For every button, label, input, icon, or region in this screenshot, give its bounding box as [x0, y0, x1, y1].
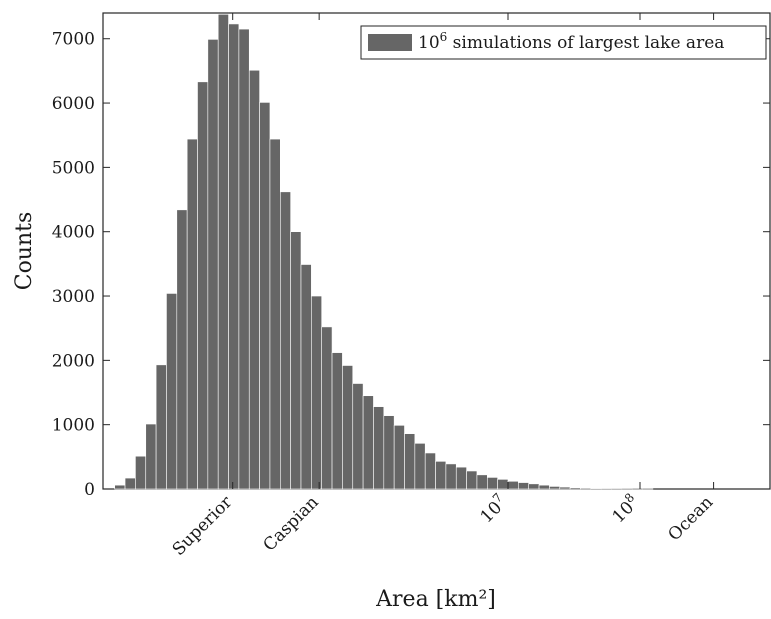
y-tick-label: 5000 [52, 158, 95, 178]
histogram-bar [135, 456, 145, 489]
histogram-bar [198, 82, 208, 489]
x-tick-label: Ocean [664, 492, 717, 545]
legend-label: 106 simulations of largest lake area [418, 30, 724, 53]
x-tick-label: 108 [607, 490, 644, 527]
legend-base: 10 [418, 33, 440, 53]
histogram-bar [311, 296, 321, 489]
histogram-bar [301, 265, 311, 489]
histogram-bar [477, 475, 487, 489]
x-tick-label: 107 [475, 490, 512, 527]
histogram-bar [166, 293, 176, 489]
histogram-bar [125, 478, 135, 489]
histogram-bar [218, 14, 228, 489]
histogram-bar [146, 424, 156, 489]
histogram-bar [456, 467, 466, 489]
histogram-bar [363, 396, 373, 489]
histogram-bar [270, 139, 280, 489]
y-tick-label: 1000 [52, 416, 95, 436]
histogram-bar [332, 353, 342, 489]
histogram-bar [229, 24, 239, 489]
histogram-bar [498, 479, 508, 489]
y-tick-label: 7000 [52, 30, 95, 50]
histogram-bar [570, 488, 580, 489]
histogram-bar [518, 483, 528, 489]
x-tick-label: Superior [169, 492, 237, 560]
histogram-bar [384, 416, 394, 489]
histogram-bar [249, 70, 259, 489]
histogram-bar [415, 443, 425, 489]
histogram-bar [260, 102, 270, 489]
histogram-bar [591, 488, 601, 489]
histogram-bar [446, 464, 456, 489]
histogram-bar [239, 29, 249, 489]
y-tick-label: 6000 [52, 94, 95, 114]
legend-exponent: 6 [440, 30, 448, 44]
histogram-bar [467, 471, 477, 489]
histogram-bar [187, 139, 197, 489]
histogram-bar [115, 485, 125, 489]
y-tick-label: 0 [84, 480, 95, 500]
histogram-bar [291, 232, 301, 489]
histogram-bar [560, 487, 570, 489]
legend: 106 simulations of largest lake area [361, 26, 766, 59]
y-axis-title: Counts [12, 212, 37, 291]
histogram-bar [405, 434, 415, 489]
y-tick-label: 3000 [52, 287, 95, 307]
histogram-bar [322, 327, 332, 489]
histogram-bar [280, 192, 290, 489]
histogram-bar [436, 461, 446, 489]
histogram-bar [394, 425, 404, 489]
histogram-bar [353, 384, 363, 489]
histogram-bar [342, 366, 352, 490]
histogram-bar [549, 486, 559, 489]
x-tick-label: Caspian [260, 492, 323, 555]
histogram-bar [580, 488, 590, 489]
histogram-bar [208, 39, 218, 489]
histogram-bar [425, 453, 435, 489]
y-tick-label: 4000 [52, 223, 95, 243]
legend-swatch [368, 34, 412, 51]
legend-rest: simulations of largest lake area [447, 33, 724, 53]
y-tick-label: 2000 [52, 351, 95, 371]
histogram-bar [508, 481, 518, 489]
histogram-bar [487, 477, 497, 489]
histogram-bar [156, 365, 166, 489]
histogram-bar [539, 485, 549, 489]
histogram-bar [177, 210, 187, 489]
histogram-bar [373, 407, 383, 489]
x-axis-title: Area [km²] [375, 587, 496, 612]
histogram-bar [529, 484, 539, 489]
